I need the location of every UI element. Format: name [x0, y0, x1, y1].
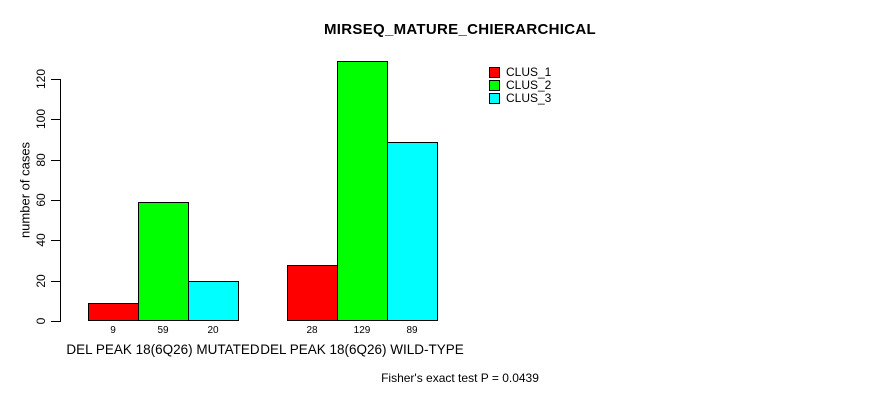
y-tick-label: 60 [34, 193, 48, 207]
legend-row: CLUS_3 [489, 92, 551, 105]
category-label: DEL PEAK 18(6Q26) MUTATED [66, 342, 260, 357]
bar-clus_1-group1 [88, 303, 139, 321]
chart-title: MIRSEQ_MATURE_CHIERARCHICAL [324, 21, 596, 38]
y-tick-label: 0 [34, 317, 48, 325]
y-tick-mark [51, 119, 60, 120]
legend-row: CLUS_2 [489, 79, 551, 92]
category-label: DEL PEAK 18(6Q26) WILD-TYPE [260, 342, 464, 357]
bar-value-label: 9 [110, 325, 116, 336]
bar-value-label: 129 [353, 325, 371, 336]
y-tick-mark [51, 160, 60, 161]
legend: CLUS_1 CLUS_2 CLUS_3 [489, 66, 551, 105]
y-tick-mark [51, 240, 60, 241]
bar-value-label: 20 [207, 325, 219, 336]
y-tick-mark [51, 281, 60, 282]
legend-label: CLUS_1 [506, 65, 552, 79]
bar-clus_3-group1 [188, 281, 239, 321]
y-tick-label: 80 [34, 153, 48, 167]
y-axis-line [60, 79, 61, 322]
bar-value-label: 59 [157, 325, 169, 336]
legend-row: CLUS_1 [489, 66, 551, 79]
legend-swatch-icon [489, 80, 500, 91]
y-tick-label: 120 [34, 68, 48, 90]
bar-clus_2-group1 [138, 202, 189, 321]
y-tick-mark [51, 200, 60, 201]
legend-label: CLUS_3 [506, 91, 552, 105]
legend-swatch-icon [489, 93, 500, 104]
bar-value-label: 89 [406, 325, 418, 336]
y-axis-label: number of cases [17, 141, 33, 239]
legend-swatch-icon [489, 67, 500, 78]
legend-label: CLUS_2 [506, 78, 552, 92]
y-tick-mark [51, 79, 60, 80]
y-tick-label: 20 [34, 274, 48, 288]
footnote: Fisher's exact test P = 0.0439 [381, 371, 539, 385]
bar-clus_2-group2 [337, 61, 388, 321]
bar-clus_1-group2 [287, 265, 338, 321]
y-tick-label: 100 [34, 108, 48, 130]
bar-value-label: 28 [306, 325, 318, 336]
y-tick-label: 40 [34, 233, 48, 247]
y-tick-mark [51, 321, 60, 322]
bar-clus_3-group2 [387, 142, 438, 321]
